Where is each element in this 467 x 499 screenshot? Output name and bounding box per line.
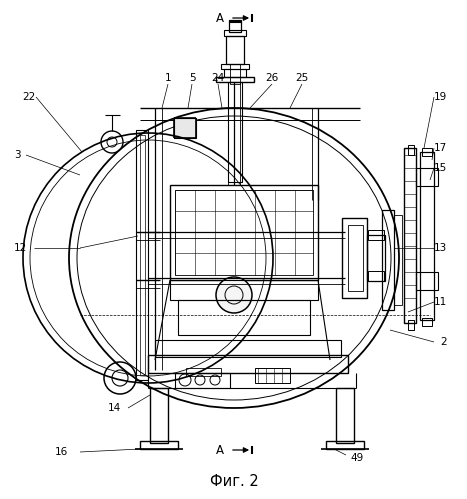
Text: 19: 19 [434,92,447,102]
Text: 5: 5 [189,73,195,83]
Bar [175,190,313,275]
Bar [178,300,310,335]
Text: A: A [216,444,224,457]
Bar [422,148,432,156]
Text: 3: 3 [14,150,21,160]
Bar [342,218,367,298]
Text: A: A [216,11,224,24]
Text: 24: 24 [212,73,225,83]
Bar [229,20,241,32]
Text: 16: 16 [55,447,68,457]
Bar [394,215,402,305]
Bar [224,69,246,77]
Text: 25: 25 [295,73,309,83]
Bar [382,210,394,310]
Bar [224,30,246,36]
Bar [140,135,145,375]
Text: 12: 12 [14,243,27,253]
Bar [186,368,221,376]
Text: 15: 15 [434,163,447,173]
Bar [367,235,385,281]
Bar [230,64,240,84]
Text: 2: 2 [440,337,447,347]
Bar [228,82,242,182]
Bar [408,145,414,155]
Bar [336,388,354,443]
Bar [155,340,341,357]
Bar [368,230,384,240]
Circle shape [216,277,252,313]
Text: 1: 1 [165,73,171,83]
Text: Фиг. 2: Фиг. 2 [210,475,258,490]
Bar [422,318,432,326]
Bar [221,64,249,69]
Text: 13: 13 [434,243,447,253]
Text: 49: 49 [350,453,363,463]
Bar [175,373,230,388]
Bar [416,272,438,290]
Bar [150,388,168,443]
Bar [136,130,148,380]
Bar [368,271,384,281]
Bar [348,225,363,291]
Bar [174,118,196,138]
Text: 14: 14 [108,403,121,413]
Bar [404,148,416,323]
Text: 17: 17 [434,143,447,153]
Text: 22: 22 [22,92,35,102]
Bar [420,152,434,320]
Bar [416,168,438,186]
Bar [408,320,414,330]
Bar [226,36,244,64]
Bar [326,441,364,449]
Bar [216,77,254,82]
Text: 11: 11 [434,297,447,307]
Bar [170,185,318,280]
Bar [140,441,178,449]
Text: 26: 26 [265,73,279,83]
Bar [255,368,290,383]
Bar [170,280,318,300]
Bar [148,355,348,373]
